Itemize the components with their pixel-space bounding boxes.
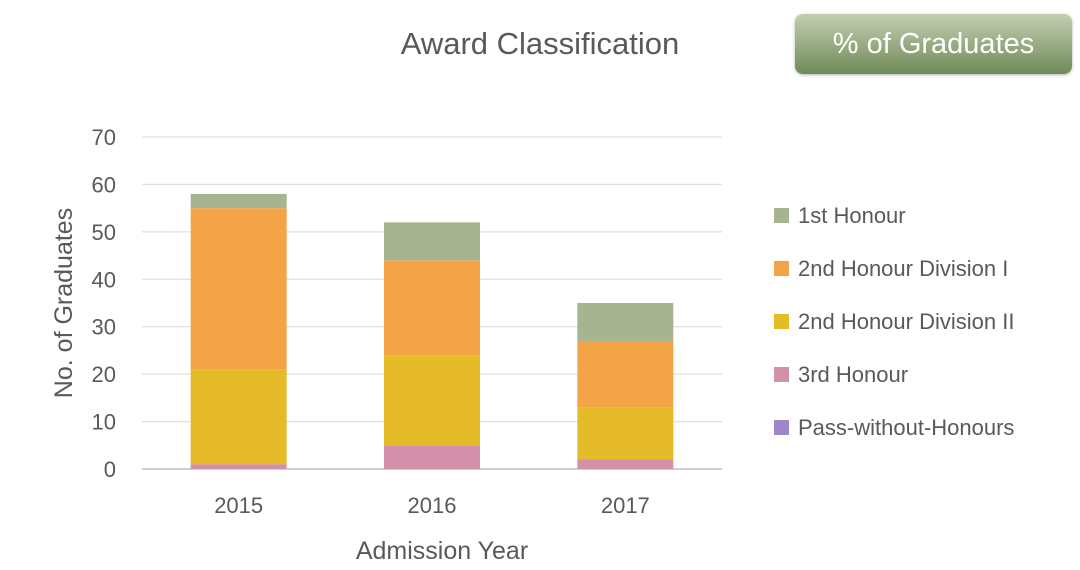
legend-swatch — [774, 420, 789, 435]
bar-segment — [384, 260, 480, 356]
chart-title: Award Classification — [400, 26, 680, 61]
percent-of-graduates-button[interactable]: % of Graduates — [795, 14, 1072, 74]
legend-swatch — [774, 261, 789, 276]
bar-segment — [384, 445, 480, 469]
legend-swatch — [774, 208, 789, 223]
legend-label: 3rd Honour — [798, 362, 908, 387]
y-tick-label: 30 — [92, 315, 116, 340]
bar-segment — [577, 459, 674, 469]
x-tick-label: 2016 — [408, 493, 457, 518]
legend-swatch — [774, 314, 789, 329]
legend-label: 1st Honour — [798, 203, 906, 228]
y-tick-label: 70 — [92, 125, 116, 150]
y-tick-label: 0 — [104, 457, 116, 482]
legend-label: 2nd Honour Division I — [798, 256, 1008, 281]
x-tick-label: 2015 — [214, 493, 263, 518]
bar-segment — [577, 303, 674, 341]
bar-segment — [384, 355, 480, 446]
bar-segment — [577, 340, 674, 408]
y-tick-label: 20 — [92, 362, 116, 387]
y-tick-label: 10 — [92, 410, 116, 435]
bar-segment — [384, 222, 480, 261]
x-tick-label: 2017 — [601, 493, 650, 518]
x-axis-label: Admission Year — [356, 537, 528, 565]
bar-segment — [190, 193, 287, 209]
y-tick-label: 40 — [92, 267, 116, 292]
legend-swatch — [774, 367, 789, 382]
y-tick-label: 50 — [92, 220, 116, 245]
legend-label: Pass-without-Honours — [798, 415, 1014, 440]
legend-label: 2nd Honour Division II — [798, 309, 1014, 334]
bar-segment — [190, 208, 287, 370]
y-tick-label: 60 — [92, 172, 116, 197]
y-axis-label: No. of Graduates — [50, 208, 78, 398]
bar-segment — [577, 407, 674, 460]
bar-segment — [190, 464, 287, 469]
bar-segment — [190, 369, 287, 465]
